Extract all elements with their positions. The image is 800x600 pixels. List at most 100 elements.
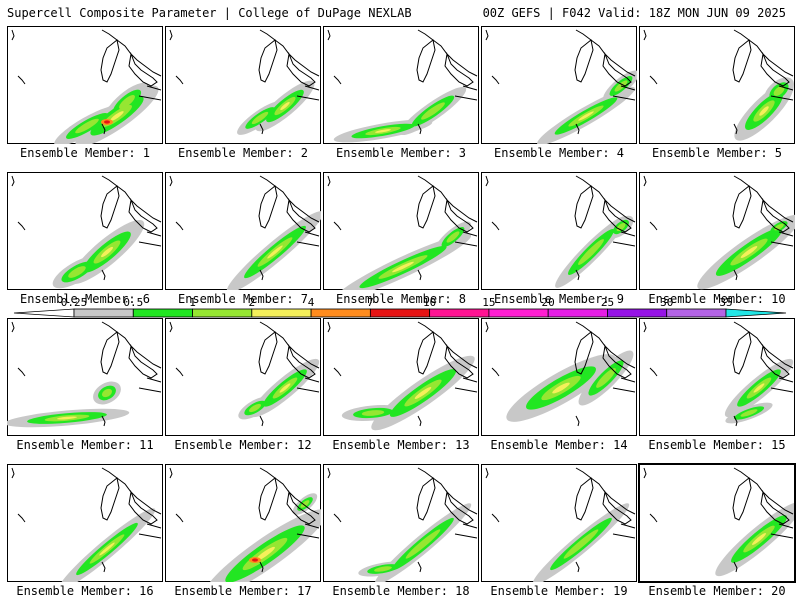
ensemble-member-label: Ensemble Member: 18 (332, 584, 470, 598)
member-map (639, 172, 795, 290)
member-map (7, 464, 163, 582)
colorbar-tick-label: 7 (367, 296, 374, 309)
ensemble-member-panel[interactable]: Ensemble Member: 15 (639, 318, 795, 452)
colorbar-tick-label: 10 (423, 296, 437, 309)
ensemble-member-label: Ensemble Member: 15 (648, 438, 786, 452)
boundary-fragment (417, 415, 422, 427)
colorbar-swatch (251, 308, 312, 318)
boundary-fragment (733, 269, 738, 281)
scp-contours (715, 501, 795, 577)
great-lakes-outline (100, 321, 162, 393)
great-lakes-outline (574, 29, 636, 101)
colorbar-tick-label: 30 (660, 296, 674, 309)
colorbar-swatch (73, 308, 134, 318)
ensemble-member-panel[interactable]: Ensemble Member: 19 (481, 464, 637, 598)
ensemble-member-panel[interactable]: Ensemble Member: 18 (323, 464, 479, 598)
boundary-fragment (327, 321, 331, 333)
ensemble-member-panel[interactable]: Ensemble Member: 12 (165, 318, 321, 452)
boundary-fragment (485, 29, 489, 41)
colorbar-high-arrow (725, 308, 787, 318)
boundary-fragment (11, 29, 15, 41)
boundary-fragment (649, 367, 658, 377)
ensemble-member-panel[interactable]: Ensemble Member: 6 (7, 172, 163, 306)
great-lakes-outline (732, 175, 794, 247)
ensemble-member-panel[interactable]: Ensemble Member: 2 (165, 26, 321, 160)
boundary-fragment (333, 367, 342, 377)
member-map (323, 172, 479, 290)
great-lakes-outline (416, 29, 478, 101)
ensemble-member-panel[interactable]: Ensemble Member: 17 (165, 464, 321, 598)
great-lakes-outline (416, 321, 478, 393)
ensemble-member-panel[interactable]: Ensemble Member: 8 (323, 172, 479, 306)
boundary-fragment (17, 513, 26, 523)
member-map (481, 318, 637, 436)
great-lakes-outline (258, 467, 320, 539)
member-map (165, 318, 321, 436)
ensemble-member-panel[interactable]: Ensemble Member: 5 (639, 26, 795, 160)
ensemble-member-label: Ensemble Member: 19 (490, 584, 628, 598)
member-map (165, 26, 321, 144)
ensemble-member-panel[interactable]: Ensemble Member: 20 (638, 463, 796, 598)
boundary-fragment (17, 367, 26, 377)
scp-contours (697, 214, 795, 290)
ensemble-member-label: Ensemble Member: 1 (19, 146, 151, 160)
ensemble-member-label: Ensemble Member: 8 (335, 292, 467, 306)
colorbar-swatch (310, 308, 371, 318)
boundary-fragment (643, 467, 647, 479)
ensemble-member-label: Ensemble Member: 10 (648, 292, 786, 306)
scp-contours (341, 355, 475, 431)
boundary-fragment (649, 221, 658, 231)
scp-contours (202, 493, 321, 582)
boundary-fragment (17, 221, 26, 231)
member-map (165, 464, 321, 582)
scp-contours (7, 381, 130, 428)
ensemble-member-panel[interactable]: Ensemble Member: 4 (481, 26, 637, 160)
member-map (481, 464, 637, 582)
colorbar-swatch (488, 308, 549, 318)
ensemble-member-label: Ensemble Member: 11 (16, 438, 154, 452)
ensemble-member-label: Ensemble Member: 17 (174, 584, 312, 598)
ensemble-member-panel[interactable]: Ensemble Member: 10 (639, 172, 795, 306)
ensemble-member-panel[interactable]: Ensemble Member: 3 (323, 26, 479, 160)
scp-contours (54, 82, 159, 144)
boundary-fragment (175, 367, 184, 377)
boundary-fragment (11, 321, 15, 333)
ensemble-member-label: Ensemble Member: 9 (493, 292, 625, 306)
ensemble-member-label: Ensemble Member: 2 (177, 146, 309, 160)
boundary-fragment (175, 221, 184, 231)
color-scale-bar (13, 308, 787, 318)
member-map (638, 463, 796, 583)
ensemble-member-panel[interactable]: Ensemble Member: 14 (481, 318, 637, 452)
boundary-fragment (417, 561, 422, 573)
boundary-fragment (733, 123, 738, 135)
boundary-fragment (485, 175, 489, 187)
boundary-fragment (485, 321, 489, 333)
ensemble-member-panel[interactable]: Ensemble Member: 13 (323, 318, 479, 452)
member-map (7, 318, 163, 436)
ensemble-member-panel[interactable]: Ensemble Member: 7 (165, 172, 321, 306)
boundary-fragment (733, 561, 738, 573)
ensemble-member-label: Ensemble Member: 6 (19, 292, 151, 306)
scp-contours (358, 503, 472, 582)
ensemble-member-panel[interactable]: Ensemble Member: 16 (7, 464, 163, 598)
colorbar-swatch (132, 308, 193, 318)
member-map (639, 318, 795, 436)
member-map (323, 26, 479, 144)
ensemble-member-panel[interactable]: Ensemble Member: 11 (7, 318, 163, 452)
great-lakes-outline (100, 175, 162, 247)
scp-contours (506, 350, 634, 422)
member-map (323, 464, 479, 582)
colorbar-tick-label: 35 (719, 296, 733, 309)
scp-contours (52, 220, 145, 289)
ensemble-member-panel[interactable]: Ensemble Member: 1 (7, 26, 163, 160)
boundary-fragment (327, 175, 331, 187)
great-lakes-outline (574, 467, 636, 539)
boundary-fragment (169, 467, 173, 479)
great-lakes-outline (732, 321, 794, 393)
great-lakes-outline (416, 467, 478, 539)
ensemble-member-panel[interactable]: Ensemble Member: 9 (481, 172, 637, 306)
scp-contours (724, 358, 794, 424)
colorbar-swatch (547, 308, 608, 318)
colorbar-tick-label: 15 (482, 296, 496, 309)
boundary-fragment (101, 269, 106, 281)
